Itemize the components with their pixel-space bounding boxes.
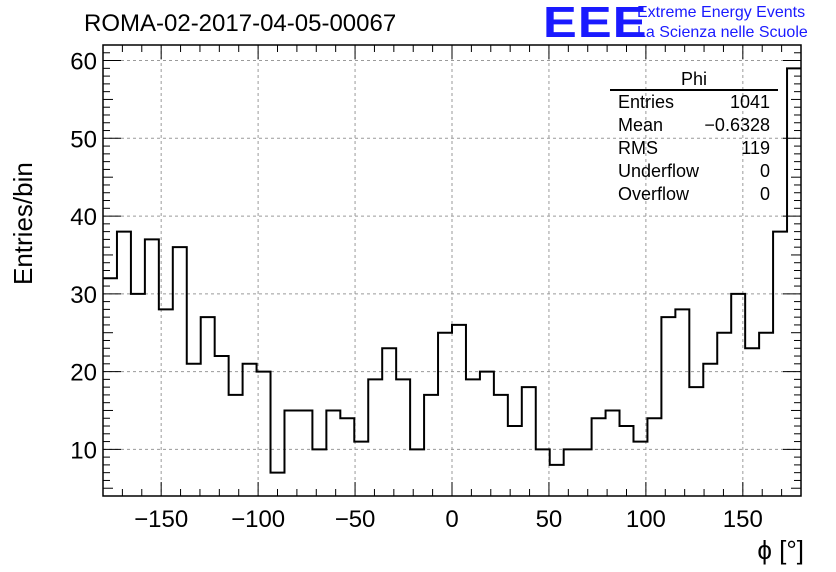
y-axis-label: Entries/bin	[8, 162, 38, 285]
histogram-bin	[452, 325, 466, 496]
histogram-bin	[340, 418, 354, 496]
stats-row: RMS 119	[610, 137, 778, 160]
y-tick-label: 20	[70, 360, 97, 387]
histogram-bin	[620, 426, 634, 496]
histogram-bin	[410, 449, 424, 496]
stats-value: −0.6328	[704, 115, 770, 135]
histogram-bin	[717, 333, 731, 496]
histogram-bin	[647, 418, 661, 496]
histogram-bin	[243, 364, 257, 496]
histogram-bin	[466, 379, 480, 496]
logo-caption-line1: Extreme Energy Events	[637, 4, 806, 21]
histogram-bin	[382, 348, 396, 496]
x-tick-label: −100	[231, 506, 285, 533]
histogram-bin	[229, 395, 243, 496]
histogram-bin	[438, 333, 452, 496]
logo-caption-line2: La Scienza nelle Scuole	[637, 24, 808, 41]
histogram-bin	[773, 232, 787, 496]
histogram-bin	[368, 379, 382, 496]
histogram-bin	[550, 465, 564, 496]
x-tick-label: −50	[335, 506, 376, 533]
stats-row: Mean −0.6328	[610, 114, 778, 137]
histogram-bin	[396, 379, 410, 496]
x-tick-label: 100	[626, 506, 666, 533]
histogram-bin	[326, 410, 340, 496]
stats-value: 0	[759, 161, 770, 181]
histogram-bin	[424, 395, 438, 496]
histogram-bin	[787, 68, 801, 496]
histogram-bin	[536, 449, 550, 496]
histogram-bin	[145, 239, 159, 496]
stats-value: 119	[741, 138, 770, 158]
stats-value: 1041	[729, 92, 770, 112]
stats-label: Entries	[618, 92, 675, 112]
stats-label: Mean	[618, 115, 664, 135]
stats-box: Phi Entries 1041 Mean −0.6328 RMS 119 Un…	[610, 69, 778, 206]
histogram-bin	[173, 247, 187, 496]
stats-title: Phi	[610, 69, 778, 91]
x-axis-label: ϕ [°]	[757, 535, 804, 565]
stats-row: Underflow 0	[610, 160, 778, 183]
histogram-bin	[215, 356, 229, 496]
stats-row: Entries 1041	[610, 91, 778, 114]
histogram-bin	[312, 449, 326, 496]
eee-logo: EEE	[543, 0, 648, 47]
x-tick-label: −150	[134, 506, 188, 533]
histogram-bin	[257, 372, 271, 496]
histogram-bin	[759, 333, 773, 496]
histogram-bin	[592, 418, 606, 496]
histogram-bin	[606, 410, 620, 496]
x-tick-label: 0	[445, 506, 458, 533]
stats-row: Overflow 0	[610, 183, 778, 206]
y-tick-label: 10	[70, 437, 97, 464]
histogram-bin	[201, 317, 215, 496]
chart-title: ROMA-02-2017-04-05-00067	[84, 10, 397, 37]
histogram-bin	[480, 372, 494, 496]
histogram-bin	[494, 395, 508, 496]
x-tick-label: 50	[536, 506, 563, 533]
x-tick-label: 150	[723, 506, 763, 533]
histogram-bin	[689, 387, 703, 496]
histogram-bin	[284, 410, 298, 496]
histogram-bin	[745, 348, 759, 496]
histogram-outline	[103, 67, 801, 474]
y-tick-label: 40	[70, 204, 97, 231]
stats-label: Underflow	[618, 161, 700, 181]
histogram-bin	[159, 309, 173, 496]
histogram-bin	[578, 449, 592, 496]
histogram-bin	[703, 364, 717, 496]
histogram-bin	[508, 426, 522, 496]
stats-label: RMS	[618, 138, 658, 158]
y-tick-label: 60	[70, 49, 97, 76]
histogram-bin	[661, 317, 675, 496]
grid-lines	[103, 45, 801, 496]
y-tick-label: 30	[70, 282, 97, 309]
histogram-bin	[117, 232, 131, 496]
y-axis-ticks: 10 20 30 40 50 60	[70, 44, 801, 489]
histogram-bin	[675, 309, 689, 496]
x-axis-ticks: −150 −100 −50 0 50 100 150	[102, 45, 802, 533]
histogram-bin	[298, 410, 312, 496]
histogram-bin	[564, 449, 578, 496]
histogram-bin	[131, 294, 145, 496]
histogram-bars	[103, 67, 801, 496]
histogram-bin	[187, 364, 201, 496]
y-tick-label: 50	[70, 126, 97, 153]
stats-label: Overflow	[618, 184, 690, 204]
histogram-bin	[522, 387, 536, 496]
stats-value: 0	[759, 184, 770, 204]
